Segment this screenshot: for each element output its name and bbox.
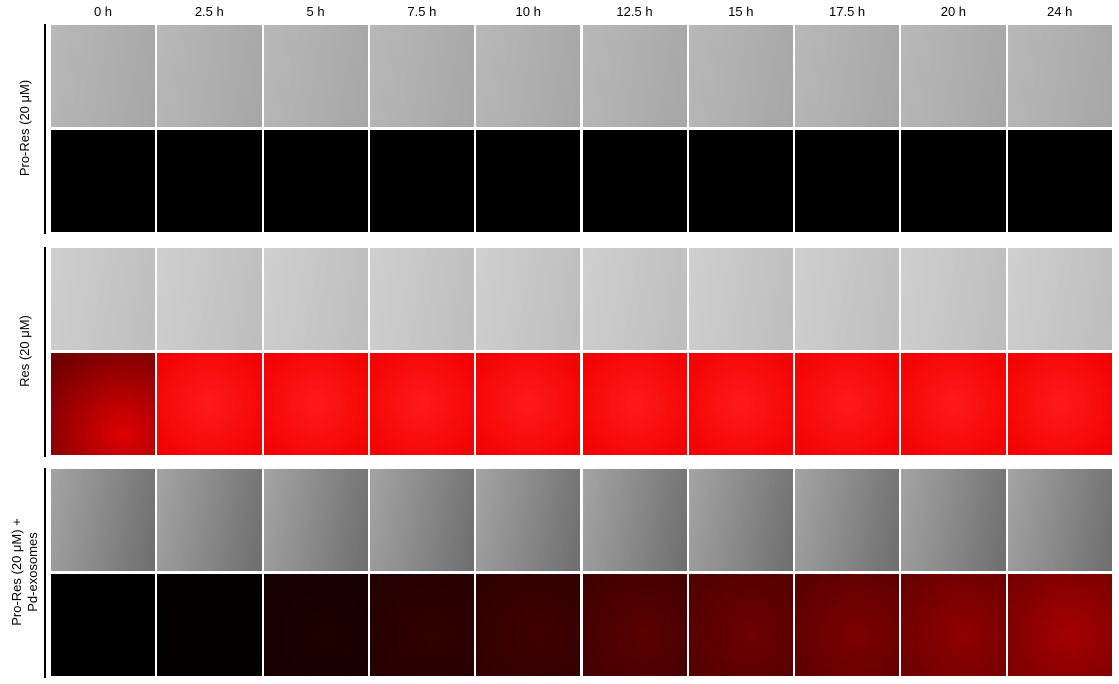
fluorescence-image <box>687 352 795 456</box>
fluorescence-image <box>794 129 901 233</box>
brightfield-image <box>475 468 582 572</box>
brightfield-image <box>794 247 901 351</box>
column-label: 5 h <box>306 4 325 19</box>
brightfield-image <box>156 247 263 351</box>
fluorescence-image <box>475 352 582 456</box>
fluorescence-image <box>687 129 795 233</box>
fluorescence-image <box>50 573 157 677</box>
brightfield-image <box>368 468 476 572</box>
brightfield-image <box>581 247 688 351</box>
brightfield-image <box>900 468 1007 572</box>
brightfield-image <box>687 247 795 351</box>
fluorescence-image <box>581 129 688 233</box>
column-label: 2.5 h <box>194 4 224 19</box>
fluorescence-image <box>794 573 901 677</box>
fluorescence-image <box>368 573 476 677</box>
brightfield-image <box>581 24 688 128</box>
fluorescence-image <box>1006 573 1113 677</box>
fluorescence-image <box>900 129 1007 233</box>
brightfield-image <box>50 468 157 572</box>
fluorescence-image <box>687 573 795 677</box>
fluorescence-image <box>156 573 263 677</box>
brightfield-image <box>687 468 795 572</box>
brightfield-image <box>1006 468 1113 572</box>
brightfield-image <box>794 24 901 128</box>
brightfield-image <box>262 24 369 128</box>
brightfield-image <box>50 247 157 351</box>
brightfield-image <box>900 24 1007 128</box>
fluorescence-image <box>156 352 263 456</box>
fluorescence-image <box>900 573 1007 677</box>
fluorescence-image <box>50 352 157 456</box>
row-label-line: Res (20 μM) <box>17 315 32 387</box>
row-divider <box>44 24 46 234</box>
column-label: 10 h <box>515 4 541 19</box>
fluorescence-image <box>900 352 1007 456</box>
brightfield-image <box>900 247 1007 351</box>
fluorescence-image <box>581 573 688 677</box>
fluorescence-image <box>581 352 688 456</box>
row-label-line: Pd-exosomes <box>25 532 40 612</box>
fluorescence-image <box>475 573 582 677</box>
brightfield-image <box>368 247 476 351</box>
column-label: 15 h <box>728 4 754 19</box>
row-divider <box>44 247 46 457</box>
fluorescence-image <box>368 352 476 456</box>
fluorescence-image <box>156 129 263 233</box>
fluorescence-image <box>1006 129 1113 233</box>
fluorescence-image <box>368 129 476 233</box>
fluorescence-image <box>262 352 369 456</box>
brightfield-image <box>50 24 157 128</box>
brightfield-image <box>581 468 688 572</box>
fluorescence-image <box>262 129 369 233</box>
brightfield-image <box>368 24 476 128</box>
brightfield-image <box>262 247 369 351</box>
column-label: 0 h <box>93 4 113 19</box>
column-label: 17.5 h <box>829 4 866 19</box>
column-label: 12.5 h <box>616 4 653 19</box>
brightfield-image <box>794 468 901 572</box>
brightfield-image <box>1006 24 1113 128</box>
fluorescence-image <box>794 352 901 456</box>
brightfield-image <box>1006 247 1113 351</box>
brightfield-image <box>475 247 582 351</box>
row-label-line: Pro-Res (20 μM) + <box>9 518 24 626</box>
row-label: Pro-Res (20 μM) <box>17 23 33 233</box>
row-divider <box>44 468 46 678</box>
fluorescence-image <box>50 129 157 233</box>
brightfield-image <box>156 24 263 128</box>
fluorescence-image <box>262 573 369 677</box>
row-label: Pro-Res (20 μM) + Pd-exosomes <box>9 467 41 677</box>
brightfield-image <box>262 468 369 572</box>
column-label: 24 h <box>1047 4 1073 19</box>
row-label-line: Pro-Res (20 μM) <box>17 79 32 177</box>
fluorescence-image <box>475 129 582 233</box>
column-label: 20 h <box>940 4 967 19</box>
column-label: 7.5 h <box>407 4 437 19</box>
brightfield-image <box>475 24 582 128</box>
brightfield-image <box>156 468 263 572</box>
brightfield-image <box>687 24 795 128</box>
fluorescence-image <box>1006 352 1113 456</box>
row-label: Res (20 μM) <box>17 246 33 456</box>
